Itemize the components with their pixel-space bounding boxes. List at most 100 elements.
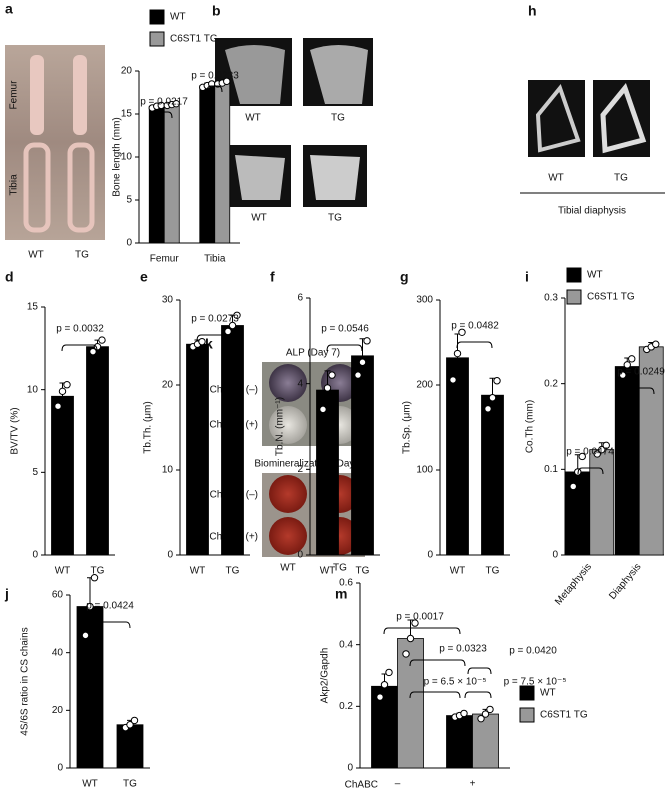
y-tick-label: 0: [427, 550, 433, 561]
data-point: [481, 710, 490, 718]
data-point: [460, 709, 468, 718]
p-value: p = 0.0249: [617, 367, 665, 378]
bracket: [456, 341, 493, 349]
data-point: [376, 693, 384, 701]
bar: [116, 724, 144, 769]
panel-label: f: [270, 269, 275, 285]
col-label: TG: [328, 213, 342, 224]
y-tick-label: 0.3: [544, 293, 558, 304]
y-tick-label: 300: [416, 295, 433, 306]
y-tick-label: 20: [162, 380, 174, 391]
x-tick-label: TG: [486, 566, 500, 577]
data-point: [98, 336, 106, 344]
y-axis-label: BV/TV (%): [10, 407, 21, 454]
y-axis-label: Tb.Sp. (μm): [402, 401, 413, 454]
data-point: [90, 574, 99, 582]
data-point: [449, 376, 457, 384]
panel-label: b: [212, 3, 221, 19]
bone-h-wt: [535, 83, 581, 153]
bone-c-tg: [310, 155, 360, 200]
bracket: [89, 621, 131, 629]
y-tick-label: 0: [57, 763, 63, 774]
y-axis-label: 4S/6S ratio in CS chains: [20, 627, 31, 735]
y-axis-label: Tb.Th. (μm): [143, 401, 154, 453]
bar: [51, 395, 74, 556]
bracket: [464, 691, 492, 699]
col-label: TG: [75, 250, 89, 261]
x-tick-label: WT: [190, 566, 206, 577]
tibia-tg: [67, 142, 95, 233]
col-label: WT: [28, 250, 44, 261]
data-point: [89, 347, 97, 356]
data-point: [328, 371, 336, 379]
p-value: p = 0.0482: [451, 321, 499, 332]
data-point: [458, 328, 466, 336]
data-point: [81, 631, 90, 640]
col-label: WT: [548, 173, 564, 184]
y-tick-label: 0.2: [544, 378, 558, 389]
col-label: TG: [331, 113, 345, 124]
legend-label: WT: [170, 12, 186, 23]
femur-tg: [73, 55, 87, 135]
data-point: [406, 634, 415, 643]
legend-swatch: [519, 707, 535, 723]
photo-title: Biomineralization (Day 21): [254, 459, 371, 470]
x-axis-label: ChABC: [345, 780, 378, 790]
data-point: [578, 452, 586, 461]
bar: [351, 355, 374, 556]
col-label: WT: [280, 563, 296, 574]
legend-swatch: [149, 9, 165, 25]
well: [269, 475, 307, 513]
panel-label: j: [4, 586, 9, 602]
bar: [565, 471, 591, 556]
x-tick-label: TG: [226, 566, 240, 577]
y-axis-label: Akp2/Gapdh: [320, 648, 331, 704]
bracket: [628, 387, 655, 395]
legend-label: C6ST1 TG: [170, 34, 218, 45]
bar: [316, 389, 339, 556]
y-tick-label: 15: [121, 109, 133, 120]
panel-label: e: [140, 269, 148, 285]
y-tick-label: 10: [27, 384, 39, 395]
data-point: [380, 681, 389, 689]
p-value: p = 0.0323: [439, 644, 487, 655]
bone-b-tg: [310, 45, 368, 104]
bone-h-tg: [600, 82, 647, 154]
bar: [214, 82, 231, 244]
y-tick-label: 200: [416, 380, 433, 391]
y-tick-label: 40: [52, 647, 64, 658]
bone-b-wt: [225, 45, 285, 104]
y-tick-label: 10: [121, 152, 133, 163]
data-point: [63, 381, 71, 389]
data-point: [126, 721, 134, 729]
data-point: [623, 361, 631, 369]
x-tick-label: Metaphysis: [553, 562, 594, 608]
data-point: [593, 450, 601, 458]
y-tick-label: 5: [32, 467, 38, 478]
bar: [446, 715, 473, 769]
p-value: p = 7.5 × 10⁻⁵: [504, 677, 567, 688]
bar: [638, 346, 664, 556]
col-label: TG: [614, 173, 628, 184]
bar: [199, 85, 216, 244]
legend-label: C6ST1 TG: [587, 292, 635, 303]
y-tick-label: 0: [297, 550, 303, 561]
panel-label: i: [525, 269, 529, 285]
legend-swatch: [149, 31, 165, 47]
data-point: [477, 714, 485, 723]
bracket: [409, 691, 461, 699]
data-point: [223, 77, 231, 86]
x-tick-label: Diaphysis: [607, 562, 643, 602]
bracket: [383, 627, 461, 635]
bracket: [326, 344, 363, 352]
data-point: [354, 371, 362, 379]
y-tick-label: 0: [167, 550, 173, 561]
data-point: [569, 482, 577, 491]
x-tick-label: TG: [356, 566, 370, 577]
tibia-wt: [23, 142, 51, 233]
legend-swatch: [519, 685, 535, 701]
col-label: WT: [245, 113, 261, 124]
data-point: [453, 349, 462, 358]
data-point: [486, 705, 494, 714]
